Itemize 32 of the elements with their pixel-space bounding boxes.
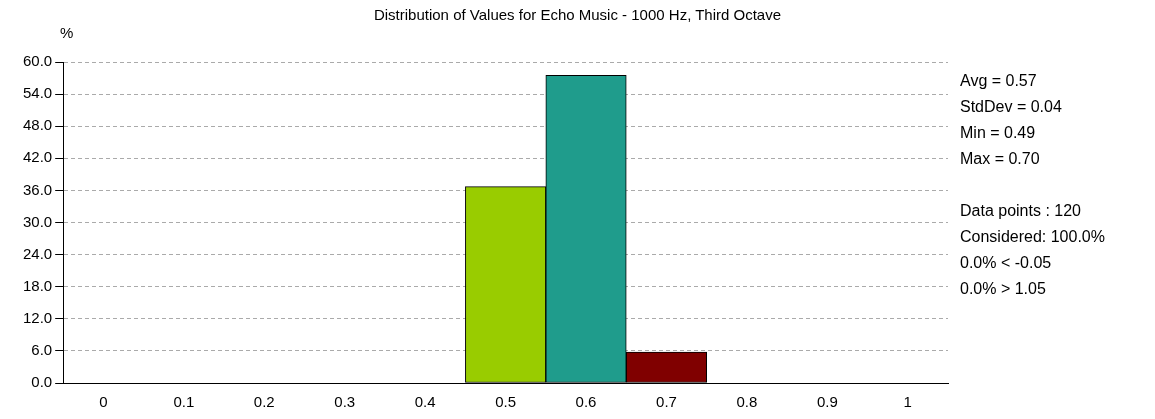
y-tick-label: 30.0: [22, 212, 53, 230]
y-tick-label: 0.0: [31, 373, 53, 391]
x-tick-label: 0.1: [173, 393, 195, 411]
y-tick-label: 54.0: [22, 84, 53, 102]
x-tick-label: 0.4: [414, 393, 436, 411]
text: Min = 0.49: [960, 123, 1037, 143]
x-tick-label: 0.5: [495, 393, 517, 411]
y-tick-label: 6.0: [31, 341, 53, 359]
x-tick-label: 0: [99, 393, 108, 411]
x-tick-label: 1: [903, 393, 912, 411]
chart-title: Distribution of Values for Echo Music - 1000 Hz, Third Octave: [372, 6, 783, 23]
y-tick-label: 18.0: [22, 276, 53, 294]
x-tick-label: 0.6: [575, 393, 597, 411]
y-tick-label: 12.0: [22, 308, 53, 326]
x-tick-label: 0.8: [736, 393, 758, 411]
text: StdDev = 0.04: [960, 97, 1063, 117]
text: 0.0% < -0.05: [960, 253, 1053, 273]
x-tick-label: 0.7: [656, 393, 677, 411]
y-tick-label: 60.0: [22, 52, 53, 70]
x-tick-label: 0.3: [334, 393, 356, 411]
text: Data points : 120: [960, 201, 1082, 221]
y-tick-label: 36.0: [22, 180, 53, 198]
y-tick-label: 42.0: [22, 148, 53, 166]
text: 0.0% > 1.05: [960, 279, 1047, 299]
y-tick-label: 24.0: [22, 244, 53, 262]
y-tick-label: 48.0: [22, 116, 53, 134]
y-axis-title: %: [60, 24, 74, 41]
x-tick-label: 0.9: [816, 393, 838, 411]
x-tick-label: 0.2: [253, 393, 275, 411]
text: Considered: 100.0%: [960, 227, 1105, 247]
text: Avg = 0.57: [960, 71, 1038, 91]
text: Max = 0.70: [960, 149, 1041, 169]
